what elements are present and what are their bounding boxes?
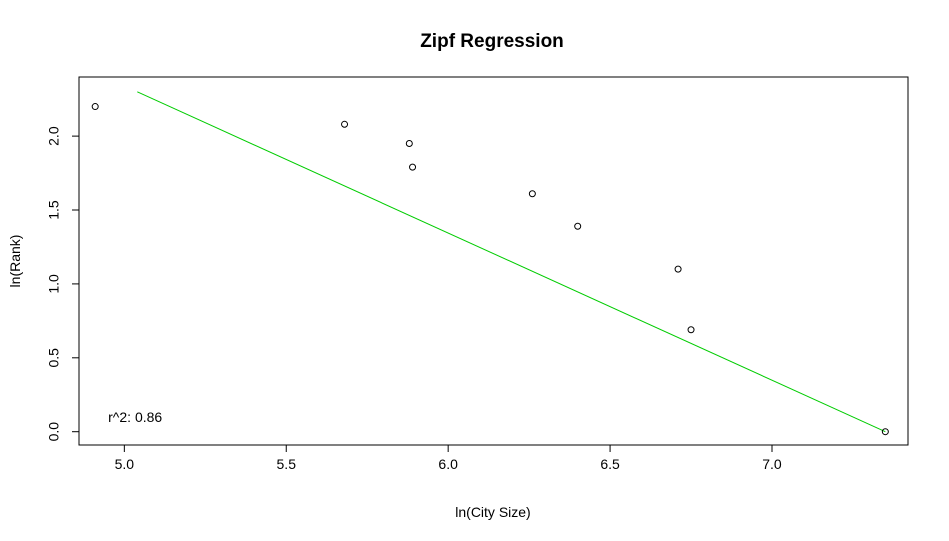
plot-frame — [78, 76, 909, 446]
regression-line-group — [137, 91, 886, 433]
x-axis-label: ln(City Size) — [455, 504, 530, 520]
x-tick-label: 5.0 — [115, 456, 135, 472]
x-tick-label: 7.0 — [762, 456, 782, 472]
data-point — [881, 428, 889, 436]
y-tick-label: 1.0 — [46, 274, 62, 294]
data-points — [91, 103, 889, 436]
data-point — [409, 163, 417, 171]
y-tick-label: 1.5 — [46, 200, 62, 220]
data-point — [405, 140, 413, 148]
y-axis: 0.0 0.5 1.0 1.5 2.0 — [46, 126, 80, 442]
data-point — [574, 222, 582, 230]
data-point — [687, 326, 695, 334]
chart-title: Zipf Regression — [420, 31, 564, 52]
x-tick-label: 5.5 — [277, 456, 297, 472]
y-tick-label: 0.5 — [46, 348, 62, 368]
x-tick-label: 6.0 — [438, 456, 458, 472]
data-point — [91, 103, 99, 111]
data-point — [341, 120, 349, 128]
regression-line — [137, 91, 886, 433]
data-point — [528, 190, 536, 198]
y-tick-label: 2.0 — [46, 126, 62, 146]
y-tick-label: 0.0 — [46, 422, 62, 442]
data-point — [674, 265, 682, 273]
r-squared-annotation: r^2: 0.86 — [108, 409, 162, 425]
y-axis-label: ln(Rank) — [7, 235, 23, 288]
x-tick-label: 6.5 — [600, 456, 620, 472]
x-axis: 5.0 5.5 6.0 6.5 7.0 — [115, 444, 782, 472]
